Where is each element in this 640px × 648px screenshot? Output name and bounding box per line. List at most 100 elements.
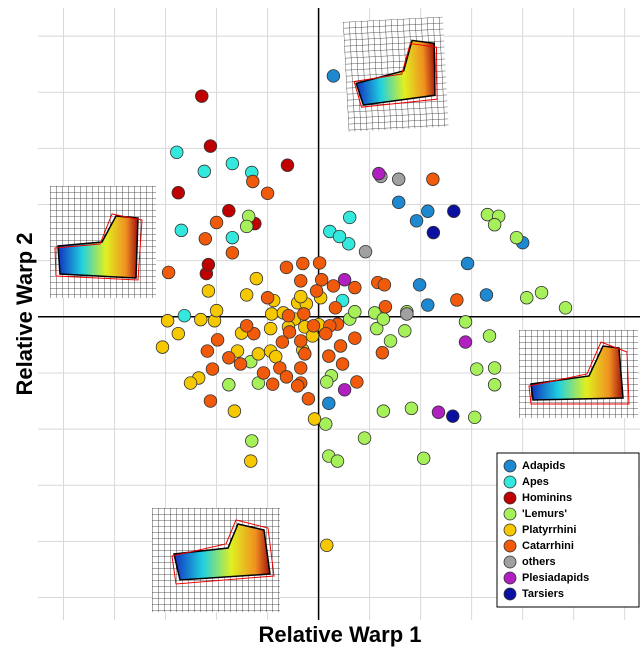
- data-point: [421, 205, 434, 218]
- data-point: [451, 294, 464, 307]
- data-point: [488, 218, 501, 231]
- data-point: [446, 410, 459, 423]
- data-point: [308, 413, 321, 426]
- data-point: [294, 335, 307, 348]
- data-point: [307, 319, 320, 332]
- data-point: [327, 280, 340, 293]
- data-point: [223, 378, 236, 391]
- data-point: [246, 175, 259, 188]
- legend-label: Hominins: [522, 492, 572, 504]
- data-point: [240, 319, 253, 332]
- data-point: [202, 258, 215, 271]
- data-point: [559, 302, 572, 315]
- data-point: [226, 157, 239, 170]
- data-point: [322, 350, 335, 363]
- inset-bottom: [152, 508, 280, 612]
- data-point: [349, 281, 362, 294]
- data-point: [427, 173, 440, 186]
- data-point: [378, 279, 391, 292]
- data-point: [156, 341, 169, 354]
- data-point: [198, 165, 211, 178]
- data-point: [204, 140, 217, 153]
- y-axis-label: Relative Warp 2: [12, 232, 37, 395]
- data-point: [459, 316, 472, 329]
- data-point: [333, 230, 346, 243]
- data-point: [297, 308, 310, 321]
- data-point: [427, 226, 440, 239]
- chart: Relative Warp 1 Relative Warp 2 AdapidsA…: [0, 0, 640, 648]
- data-point: [410, 214, 423, 227]
- legend-label: others: [522, 556, 556, 568]
- data-point: [331, 455, 344, 468]
- legend-label: 'Lemurs': [522, 508, 567, 520]
- data-point: [351, 376, 364, 389]
- data-point: [372, 167, 385, 180]
- data-point: [334, 340, 347, 353]
- data-point: [204, 395, 217, 408]
- data-point: [223, 351, 236, 364]
- data-point: [294, 362, 307, 375]
- legend-marker: [504, 476, 516, 488]
- data-point: [376, 346, 389, 359]
- data-point: [178, 309, 191, 322]
- data-point: [244, 455, 257, 468]
- data-point: [349, 332, 362, 345]
- x-axis-label: Relative Warp 1: [258, 622, 421, 647]
- data-point: [223, 204, 236, 217]
- data-point: [195, 90, 208, 103]
- legend-marker: [504, 460, 516, 472]
- data-point: [296, 257, 309, 270]
- data-point: [261, 291, 274, 304]
- data-point: [257, 367, 270, 380]
- legend-marker: [504, 524, 516, 536]
- data-point: [488, 378, 501, 391]
- data-point: [234, 358, 247, 371]
- data-point: [377, 313, 390, 326]
- data-point: [282, 309, 295, 322]
- legend-marker: [504, 572, 516, 584]
- data-point: [488, 362, 501, 375]
- data-point: [417, 452, 430, 465]
- inset-right: [519, 330, 638, 418]
- data-point: [170, 146, 183, 159]
- legend-label: Plesiadapids: [522, 572, 589, 584]
- data-point: [194, 313, 207, 326]
- data-point: [338, 383, 351, 396]
- data-point: [172, 327, 185, 340]
- data-point: [392, 196, 405, 209]
- inset-left: [50, 186, 156, 298]
- data-point: [319, 327, 332, 340]
- data-point: [349, 305, 362, 318]
- data-point: [392, 173, 405, 186]
- data-point: [206, 363, 219, 376]
- data-point: [483, 330, 496, 343]
- data-point: [447, 205, 460, 218]
- data-point: [379, 300, 392, 313]
- data-point: [470, 363, 483, 376]
- legend-label: Platyrrhini: [522, 524, 576, 536]
- data-point: [252, 348, 265, 361]
- data-point: [520, 291, 533, 304]
- data-point: [480, 289, 493, 302]
- data-point: [358, 432, 371, 445]
- data-point: [201, 345, 214, 358]
- data-point: [280, 261, 293, 274]
- data-point: [299, 348, 312, 361]
- legend-marker: [504, 556, 516, 568]
- data-point: [313, 257, 326, 270]
- data-point: [202, 285, 215, 298]
- data-point: [162, 266, 175, 279]
- data-point: [421, 299, 434, 312]
- data-point: [432, 406, 445, 419]
- data-point: [264, 322, 277, 335]
- inset-top: [343, 17, 449, 132]
- data-point: [405, 402, 418, 415]
- data-point: [228, 405, 241, 418]
- data-point: [377, 405, 390, 418]
- data-point: [281, 159, 294, 172]
- data-point: [413, 279, 426, 292]
- data-point: [338, 273, 351, 286]
- data-point: [302, 392, 315, 405]
- data-point: [322, 397, 335, 410]
- data-point: [319, 418, 332, 431]
